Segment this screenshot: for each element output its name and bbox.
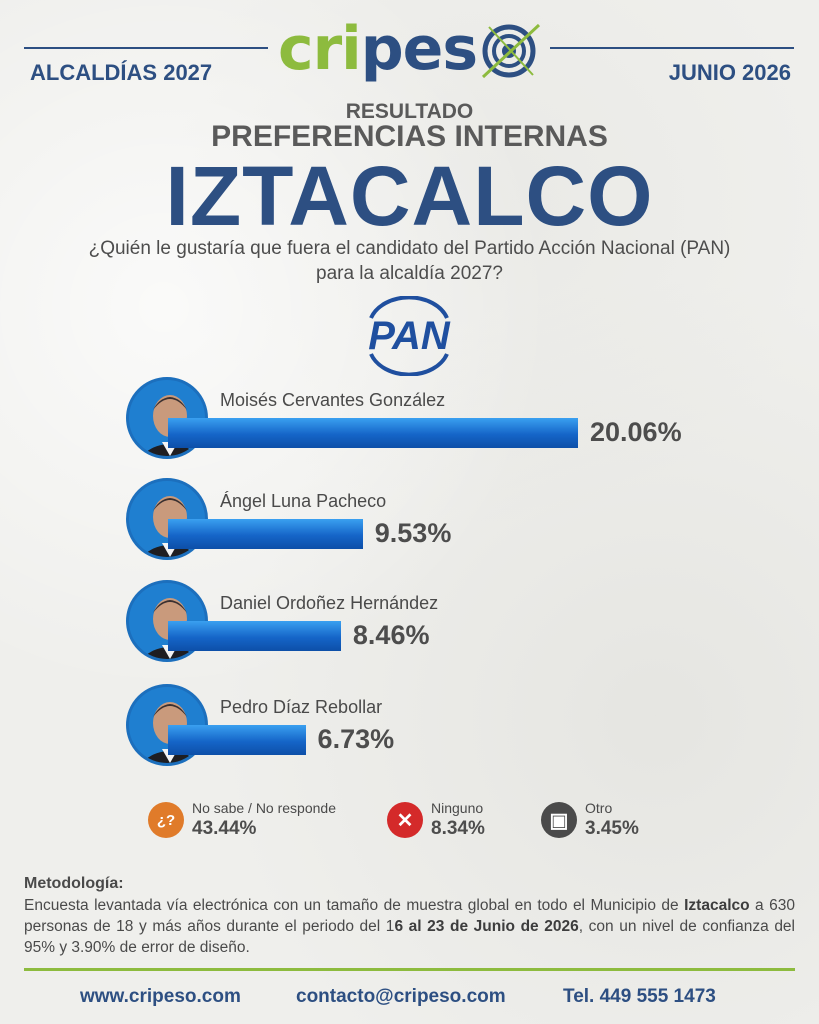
bar-value-angel-luna-pacheco: 9.53% [374, 518, 452, 548]
methodology-part-2: a 630 personas de 18 y más años durante … [24, 897, 795, 935]
alcaldias-label: ALCALDÍAS 2027 [30, 60, 213, 85]
footer-email[interactable]: contacto@cripeso.com [296, 986, 506, 1007]
other-value-2: 3.45% [585, 818, 639, 839]
bar-angel-luna-pacheco [168, 519, 363, 549]
question-icon: ¿? [148, 802, 184, 838]
bar-pedro-diaz-rebollar [168, 725, 306, 755]
footer-divider [24, 968, 795, 971]
city-title: IZTACALCO [165, 149, 654, 243]
preferences-heading: PREFERENCIAS INTERNAS [211, 120, 608, 153]
other-value-0: 43.44% [192, 818, 257, 839]
logo-text-pes: pes [360, 14, 478, 84]
bar-value-pedro-diaz-rebollar: 6.73% [317, 724, 395, 754]
methodology-dates: 6 al 23 de Junio de 2026 [394, 918, 579, 935]
methodology-title: Metodología: [24, 875, 124, 892]
question-line-2: para la alcaldía 2027? [316, 263, 503, 284]
survey-question: ¿Quién le gustaría que fuera el candidat… [40, 236, 779, 286]
ballot-icon: ▣ [541, 802, 577, 838]
other-label-0: No sabe / No responde [192, 800, 336, 816]
pan-party-logo: PAN [368, 296, 451, 376]
other-value-1: 8.34% [431, 818, 485, 839]
candidate-name-angel-luna-pacheco: Ángel Luna Pacheco [220, 491, 387, 511]
footer-website[interactable]: www.cripeso.com [80, 986, 241, 1007]
methodology-part-3: , con un nivel de confianza del 95% y 3.… [24, 918, 795, 956]
bar-daniel-ordonez-hernandez [168, 621, 341, 651]
candidate-name-moises-cervantes-gonzalez: Moisés Cervantes González [220, 390, 446, 410]
cripeso-logo: cri pes [278, 14, 543, 84]
methodology-part-1: Encuesta levantada vía electrónica con u… [24, 897, 685, 914]
footer-phone[interactable]: Tel. 449 555 1473 [563, 986, 716, 1007]
x-icon: ✕ [387, 802, 423, 838]
methodology-city: Iztacalco [684, 897, 750, 914]
bar-value-daniel-ordonez-hernandez: 8.46% [352, 620, 430, 650]
other-label-1: Ninguno [431, 800, 484, 816]
bar-moises-cervantes-gonzalez [168, 418, 578, 448]
target-icon [482, 23, 541, 79]
logo-text-cri: cri [278, 14, 362, 84]
avatar-pedro-diaz-rebollar [126, 684, 208, 766]
result-heading: RESULTADO [345, 100, 474, 123]
other-label-2: Otro [585, 800, 613, 816]
avatar-moises-cervantes-gonzalez [126, 377, 208, 459]
methodology-text: Encuesta levantada vía electrónica con u… [24, 895, 795, 958]
pan-logo-text: PAN [368, 314, 451, 358]
candidate-name-pedro-diaz-rebollar: Pedro Díaz Rebollar [220, 697, 383, 717]
question-line-1: ¿Quién le gustaría que fuera el candidat… [88, 238, 731, 259]
bar-value-moises-cervantes-gonzalez: 20.06% [590, 417, 682, 447]
candidate-name-daniel-ordonez-hernandez: Daniel Ordoñez Hernández [220, 593, 439, 613]
header-rule-right [550, 47, 794, 49]
header-rule-left [24, 47, 268, 49]
date-label: JUNIO 2026 [668, 60, 791, 85]
